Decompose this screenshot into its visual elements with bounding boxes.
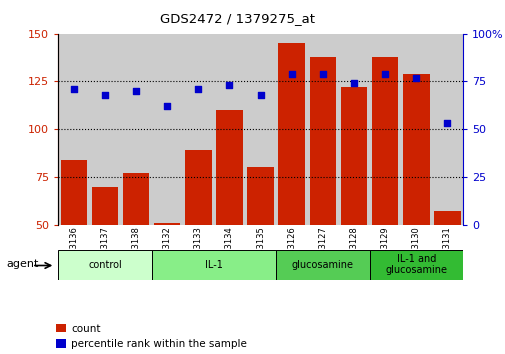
Text: IL-1 and
glucosamine: IL-1 and glucosamine [384,254,446,275]
Bar [369,250,462,280]
Bar [120,34,152,225]
Bar [247,167,273,225]
Text: IL-1: IL-1 [205,259,222,270]
Bar [431,34,462,225]
Text: glucosamine: glucosamine [291,259,353,270]
Text: agent: agent [7,259,39,269]
Point [163,103,171,109]
Bar [61,160,87,225]
Bar [152,34,182,225]
Point [349,80,358,86]
Point [287,71,295,76]
Point [225,82,233,88]
Point [194,86,202,92]
Bar [340,87,367,225]
Bar [278,43,305,225]
Point [132,88,140,94]
Bar [123,173,149,225]
Text: control: control [88,259,122,270]
Bar [185,150,211,225]
Bar [338,34,369,225]
Bar [216,110,242,225]
Bar [433,211,460,225]
Point [318,71,326,76]
Point [412,75,420,80]
Bar [369,34,400,225]
Bar [402,74,429,225]
Bar [276,250,369,280]
Bar [371,57,397,225]
Bar [91,187,118,225]
Point [100,92,109,98]
Bar [400,34,431,225]
Bar [58,34,89,225]
Bar [182,34,214,225]
Bar [276,34,307,225]
Point [442,121,450,126]
Bar [58,250,152,280]
Bar [244,34,276,225]
Point [70,86,78,92]
Point [380,71,388,76]
Bar [309,57,335,225]
Legend: count, percentile rank within the sample: count, percentile rank within the sample [56,324,247,349]
Bar [154,223,180,225]
Bar [214,34,244,225]
Bar [307,34,338,225]
Point [256,92,264,98]
Text: GDS2472 / 1379275_at: GDS2472 / 1379275_at [160,12,315,25]
Bar [89,34,120,225]
Bar [152,250,276,280]
